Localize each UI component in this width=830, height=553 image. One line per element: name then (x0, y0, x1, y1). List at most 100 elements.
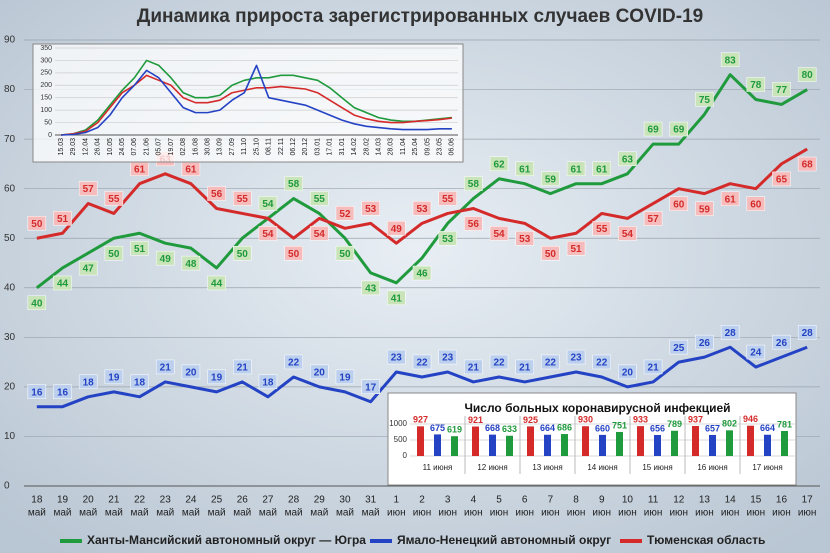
y-tick-label: 20 (4, 382, 16, 393)
value-label-bg (284, 245, 303, 261)
value-label-bg (772, 334, 791, 350)
x-tick-label: 25 (211, 495, 223, 506)
x-tick-label: июн (618, 508, 637, 519)
x-tick-label: 28 (288, 495, 300, 506)
value-label-bg (746, 77, 766, 92)
value-label-bg (669, 339, 689, 355)
x-tick-label: 20.12 (302, 138, 309, 156)
x-tick-label: 5 (496, 495, 502, 506)
legend-label: Ханты-Мансийский автономный округ — Югра (87, 533, 366, 547)
value-label: 78 (750, 80, 762, 91)
x-tick-label: 29 (314, 495, 326, 506)
x-tick-label: 11.10 (241, 138, 248, 155)
value-label: 22 (493, 358, 505, 369)
inset-frame (32, 43, 464, 163)
x-tick-label: 19.07 (168, 138, 175, 156)
value-label: 50 (237, 249, 249, 260)
value-label: 19 (211, 372, 223, 383)
value-label-bg (233, 245, 252, 261)
value-label-bg (104, 369, 124, 385)
value-label: 59 (545, 174, 557, 185)
value-label-bg (772, 82, 791, 97)
value-label-bg (335, 206, 355, 221)
value-label: 69 (648, 125, 660, 136)
value-label-bg (695, 92, 714, 107)
value-label-bg (746, 196, 766, 211)
bar (671, 430, 678, 456)
value-label: 22 (596, 358, 608, 369)
x-tick-label: 30 (339, 495, 351, 506)
y-tick-label: 50 (44, 119, 52, 126)
value-label-bg (592, 161, 611, 176)
value-label: 54 (262, 199, 274, 210)
y-tick-label: 500 (394, 435, 408, 444)
value-label-bg (720, 191, 740, 206)
x-tick-label: 28.02 (363, 138, 370, 156)
value-label: 664 (760, 423, 775, 433)
x-tick-label: 7 (548, 495, 554, 506)
value-label: 50 (108, 249, 120, 260)
x-tick-label: 8 (573, 495, 579, 506)
value-label-bg (233, 191, 252, 206)
bar (692, 426, 699, 456)
value-label: 61 (596, 164, 608, 175)
x-tick-label: 1 (394, 495, 400, 506)
value-label: 19 (108, 372, 120, 383)
value-label-bg (27, 215, 47, 231)
value-label-bg (695, 334, 714, 350)
value-label: 927 (413, 415, 428, 425)
x-tick-label: 24 (185, 495, 197, 506)
x-tick-label: май (233, 508, 251, 519)
value-label: 41 (391, 293, 403, 304)
value-label: 22 (416, 358, 428, 369)
x-tick-label: 08.11 (266, 138, 273, 155)
value-label-bg (720, 52, 740, 67)
value-label-bg (387, 220, 406, 236)
value-label: 28 (802, 328, 814, 339)
inset-title: Число больных коронавирусной инфекцией (464, 401, 730, 415)
x-tick-label: май (131, 508, 149, 519)
x-tick-label: май (259, 508, 277, 519)
value-label: 59 (699, 204, 711, 215)
x-tick-label: май (156, 508, 174, 519)
value-label-bg (335, 245, 355, 261)
value-label: 54 (622, 229, 634, 240)
x-tick-label: май (105, 508, 123, 519)
value-label-bg (78, 260, 98, 276)
value-label: 802 (722, 419, 737, 429)
value-label: 751 (612, 420, 627, 430)
value-label: 51 (134, 244, 146, 255)
y-tick-label: 350 (40, 45, 52, 52)
value-label: 69 (673, 125, 685, 136)
bar (616, 431, 623, 456)
value-label-bg (130, 374, 149, 390)
x-tick-label: 14.03 (375, 138, 382, 156)
value-label-bg (53, 275, 72, 291)
value-label-bg (566, 161, 586, 176)
x-tick-label: 28.03 (388, 138, 395, 156)
x-tick-label: 2 (419, 495, 425, 506)
x-tick-label: 22 (134, 495, 146, 506)
value-label: 61 (519, 164, 531, 175)
x-tick-label: июн (721, 508, 740, 519)
value-label-bg (515, 359, 534, 375)
bar (709, 434, 716, 456)
value-label: 55 (237, 194, 249, 205)
value-label-bg (181, 364, 201, 380)
x-tick-label: 9 (599, 495, 605, 506)
y-tick-label: 90 (4, 35, 16, 46)
value-label: 668 (485, 423, 500, 433)
bar (506, 435, 513, 456)
x-tick-label: 14 июня (587, 463, 617, 472)
value-label: 50 (339, 249, 351, 260)
x-tick-label: май (28, 508, 46, 519)
x-tick-label: 17 июня (752, 463, 782, 472)
value-label-bg (27, 295, 47, 311)
bar (544, 434, 551, 456)
value-label-bg (618, 151, 637, 167)
value-label: 18 (134, 377, 146, 388)
value-label: 60 (673, 199, 685, 210)
x-tick-label: 17.01 (327, 138, 334, 156)
value-label: 55 (314, 194, 326, 205)
value-label-bg (489, 226, 509, 241)
